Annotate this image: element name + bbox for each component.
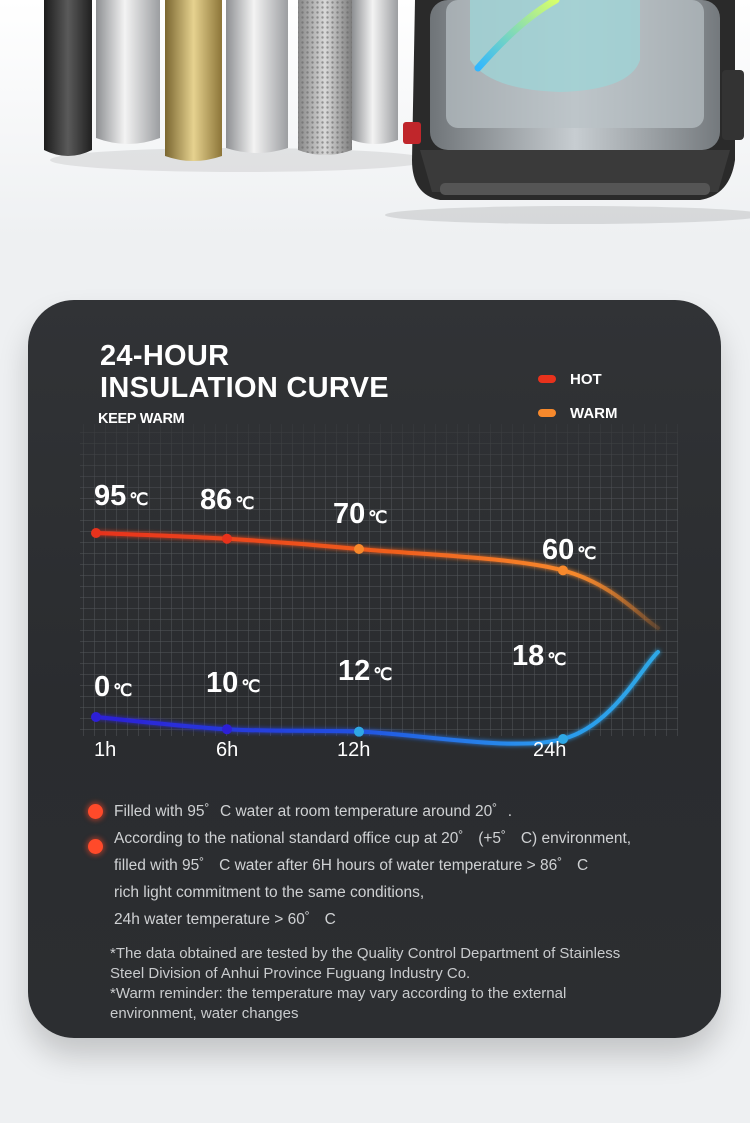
- note-line-2: According to the national standard offic…: [114, 830, 632, 847]
- x-tick-12h: 12h: [337, 739, 370, 761]
- data-label-hot-1h: 95 ℃: [94, 480, 148, 512]
- disclaimer-line-3: *Warm reminder: the temperature may vary…: [110, 985, 567, 1002]
- legend-swatch-hot: [538, 375, 556, 383]
- note-line-1: Filled with 95゜C water at room temperatu…: [114, 803, 513, 820]
- chart-subtitle: KEEP WARM: [98, 411, 185, 427]
- note-bullet-icon: [88, 804, 103, 819]
- data-point-warm-1h: [91, 712, 101, 722]
- data-label-warm-6h: 10 ℃: [206, 667, 260, 699]
- note-line-3: filled with 95゜ C water after 6H hours o…: [114, 857, 589, 874]
- x-tick-24h: 24h: [533, 739, 566, 761]
- legend-swatch-warm: [538, 409, 556, 417]
- disclaimer-line-4: environment, water changes: [110, 1005, 299, 1022]
- product-cutaway-image: [0, 0, 750, 240]
- legend-label-hot: HOT: [570, 370, 602, 388]
- disclaimer-line-1: *The data obtained are tested by the Qua…: [110, 945, 621, 962]
- insulation-curve-card: 95 ℃ 86 ℃ 70 ℃ 60 ℃ 0 ℃ 10 ℃ 12 ℃ 18 ℃ 1h 6h 12h 24h 24-HOU…: [28, 300, 721, 1038]
- series-line-warm: [94, 650, 660, 746]
- data-label-warm-1h: 0 ℃: [94, 671, 132, 703]
- note-bullet-icon: [88, 839, 103, 854]
- data-label-warm-12h: 12 ℃: [338, 655, 392, 687]
- chart-legend: HOT WARM: [538, 362, 618, 430]
- legend-item-hot: HOT: [538, 362, 618, 396]
- note-line-5: 24h water temperature > 60゜ C: [114, 911, 336, 928]
- data-point-hot-6h: [222, 533, 232, 544]
- legend-label-warm: WARM: [570, 404, 618, 422]
- note-second: According to the national standard offic…: [114, 825, 631, 933]
- chart-title: 24-HOUR INSULATION CURVE: [100, 340, 389, 404]
- note-first: Filled with 95゜C water at room temperatu…: [114, 798, 512, 825]
- x-tick-6h: 6h: [216, 739, 238, 761]
- data-point-warm-12h: [354, 726, 364, 737]
- data-point-warm-24h: [558, 734, 568, 744]
- data-point-warm-6h: [222, 724, 232, 735]
- x-tick-1h: 1h: [94, 739, 116, 761]
- data-label-hot-12h: 70 ℃: [333, 498, 387, 530]
- chart-grid: [80, 424, 678, 736]
- legend-item-warm: WARM: [538, 396, 618, 430]
- disclaimer: *The data obtained are tested by the Qua…: [110, 944, 680, 1024]
- data-point-hot-1h: [91, 528, 101, 538]
- insulation-chart: 95 ℃ 86 ℃ 70 ℃ 60 ℃ 0 ℃ 10 ℃ 12 ℃ 18 ℃ 1h 6h 12h 24h: [80, 424, 678, 761]
- data-label-hot-24h: 60 ℃: [542, 534, 596, 566]
- data-point-hot-12h: [354, 544, 364, 554]
- data-label-warm-24h: 18 ℃: [512, 640, 566, 672]
- data-label-hot-6h: 86 ℃: [200, 484, 254, 516]
- data-point-hot-24h: [558, 565, 568, 576]
- note-line-4: rich light commitment to the same condit…: [114, 884, 425, 901]
- disclaimer-line-2: Steel Division of Anhui Province Fuguang…: [110, 965, 471, 982]
